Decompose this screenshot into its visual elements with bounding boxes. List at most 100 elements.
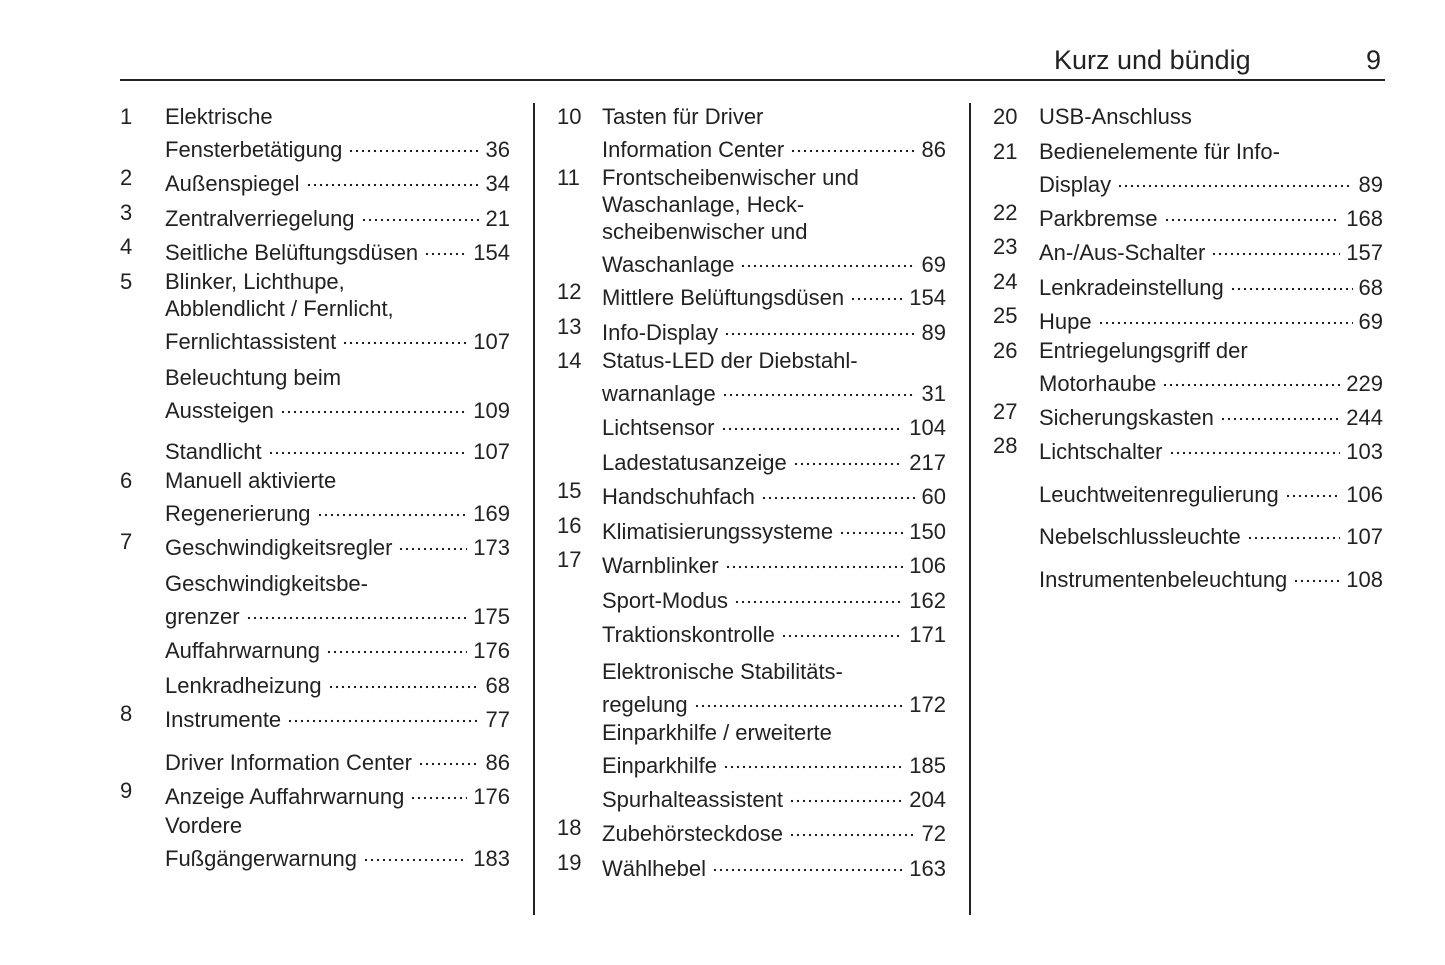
- page-reference[interactable]: 89: [1358, 172, 1383, 197]
- page-reference[interactable]: 72: [921, 821, 946, 846]
- entry-title-line: Geschwindigkeitsregler: [165, 535, 393, 560]
- page-reference[interactable]: 157: [1346, 240, 1383, 265]
- leader-dots: [760, 477, 916, 504]
- entry-number: 4: [120, 234, 133, 259]
- page-reference[interactable]: 185: [909, 753, 946, 778]
- entry-title-line: regelung: [602, 692, 688, 717]
- page-reference[interactable]: 154: [909, 285, 946, 310]
- entry-title-line: Vordere: [165, 813, 243, 838]
- leader-dots: [722, 746, 904, 773]
- page-reference[interactable]: 183: [473, 846, 510, 871]
- page-reference[interactable]: 168: [1346, 206, 1383, 231]
- page-reference[interactable]: 31: [921, 381, 946, 406]
- entry-title-line: Information Center: [602, 137, 785, 162]
- page-reference[interactable]: 107: [473, 439, 510, 464]
- page-reference[interactable]: 171: [909, 622, 946, 647]
- entry-title-line: Leuchtweitenregulierung: [1039, 482, 1279, 507]
- leader-dots: [839, 512, 904, 539]
- page-reference[interactable]: 68: [485, 673, 510, 698]
- entry-number: 21: [993, 139, 1018, 164]
- page-reference[interactable]: 154: [473, 240, 510, 265]
- leader-dots: [360, 199, 480, 226]
- entry-number: 25: [993, 303, 1018, 328]
- entry-title-line: Fensterbetätigung: [165, 137, 343, 162]
- entry-title-line: Standlicht: [165, 439, 262, 464]
- column-divider: [533, 103, 535, 915]
- leader-dots: [1229, 268, 1353, 295]
- entry-title-line: Status-LED der Diebstahl-: [602, 348, 858, 373]
- entry-title-line: Blinker, Lichthupe,: [165, 269, 345, 294]
- entry-title-line: Driver Information Center: [165, 750, 412, 775]
- page-reference[interactable]: 176: [473, 784, 510, 809]
- entry-number: 1: [120, 104, 133, 129]
- entry-number: 7: [120, 529, 133, 554]
- page-reference[interactable]: 107: [1346, 524, 1383, 549]
- leader-dots: [398, 528, 468, 555]
- page-reference[interactable]: 106: [1346, 482, 1383, 507]
- page-reference[interactable]: 60: [921, 484, 946, 509]
- entry-title-line: An-/Aus-Schalter: [1039, 240, 1206, 265]
- leader-dots: [325, 631, 468, 658]
- entry-number: 26: [993, 338, 1018, 363]
- page-reference[interactable]: 150: [909, 519, 946, 544]
- page-reference[interactable]: 163: [909, 856, 946, 881]
- page-reference[interactable]: 172: [909, 692, 946, 717]
- entry-number: 9: [120, 778, 133, 803]
- page-reference[interactable]: 176: [473, 638, 510, 663]
- page-reference[interactable]: 21: [485, 206, 510, 231]
- page-reference[interactable]: 217: [909, 450, 946, 475]
- leader-dots: [245, 597, 468, 624]
- leader-dots: [1162, 364, 1341, 391]
- leader-dots: [410, 777, 468, 804]
- page-reference[interactable]: 173: [473, 535, 510, 560]
- page-reference[interactable]: 244: [1346, 405, 1383, 430]
- entry-title-line: scheibenwischer und: [602, 219, 808, 244]
- page-reference[interactable]: 162: [909, 588, 946, 613]
- page-reference[interactable]: 86: [921, 137, 946, 162]
- leader-dots: [721, 374, 916, 401]
- page-reference[interactable]: 229: [1346, 371, 1383, 396]
- leader-dots: [724, 313, 916, 340]
- leader-dots: [279, 391, 468, 418]
- page-reference[interactable]: 103: [1346, 439, 1383, 464]
- page-reference[interactable]: 69: [921, 252, 946, 277]
- leader-dots: [780, 615, 904, 642]
- entry-title-line: Geschwindigkeitsbe-: [165, 571, 368, 596]
- leader-dots: [267, 432, 468, 459]
- entry-number: 16: [557, 513, 582, 538]
- entry-number: 23: [993, 234, 1018, 259]
- entry-number: 6: [120, 468, 133, 493]
- entry-title-line: Lichtschalter: [1039, 439, 1163, 464]
- page-reference[interactable]: 68: [1358, 275, 1383, 300]
- entry-title-line: Klimatisierungssysteme: [602, 519, 834, 544]
- page-reference[interactable]: 86: [485, 750, 510, 775]
- page-reference[interactable]: 77: [485, 707, 510, 732]
- leader-dots: [789, 814, 916, 841]
- page-reference[interactable]: 175: [473, 604, 510, 629]
- page-reference[interactable]: 106: [909, 553, 946, 578]
- entry-title-line: Fernlichtassistent: [165, 329, 337, 354]
- page-reference[interactable]: 109: [473, 398, 510, 423]
- entry-number: 12: [557, 279, 582, 304]
- page-reference[interactable]: 69: [1358, 309, 1383, 334]
- page-reference[interactable]: 36: [485, 137, 510, 162]
- leader-dots: [1219, 398, 1341, 425]
- leader-dots: [1211, 233, 1341, 260]
- page-reference[interactable]: 104: [909, 415, 946, 440]
- entry-title-line: Mittlere Belüftungsdüsen: [602, 285, 845, 310]
- entry-title-line: Einparkhilfe / erweiterte: [602, 720, 832, 745]
- entry-number: 5: [120, 269, 133, 294]
- entry-title-line: Beleuchtung beim: [165, 365, 342, 390]
- page-reference[interactable]: 34: [485, 171, 510, 196]
- entry-title-line: Lichtsensor: [602, 415, 715, 440]
- page-reference[interactable]: 204: [909, 787, 946, 812]
- page-reference[interactable]: 107: [473, 329, 510, 354]
- entry-title-line: USB-Anschluss: [1039, 104, 1192, 129]
- leader-dots: [424, 233, 468, 260]
- page-reference[interactable]: 89: [921, 320, 946, 345]
- page-reference[interactable]: 169: [473, 501, 510, 526]
- entry-title-line: Traktionskontrolle: [602, 622, 775, 647]
- entry-title-line: Lenkradeinstellung: [1039, 275, 1224, 300]
- leader-dots: [711, 849, 904, 876]
- page-reference[interactable]: 108: [1346, 567, 1383, 592]
